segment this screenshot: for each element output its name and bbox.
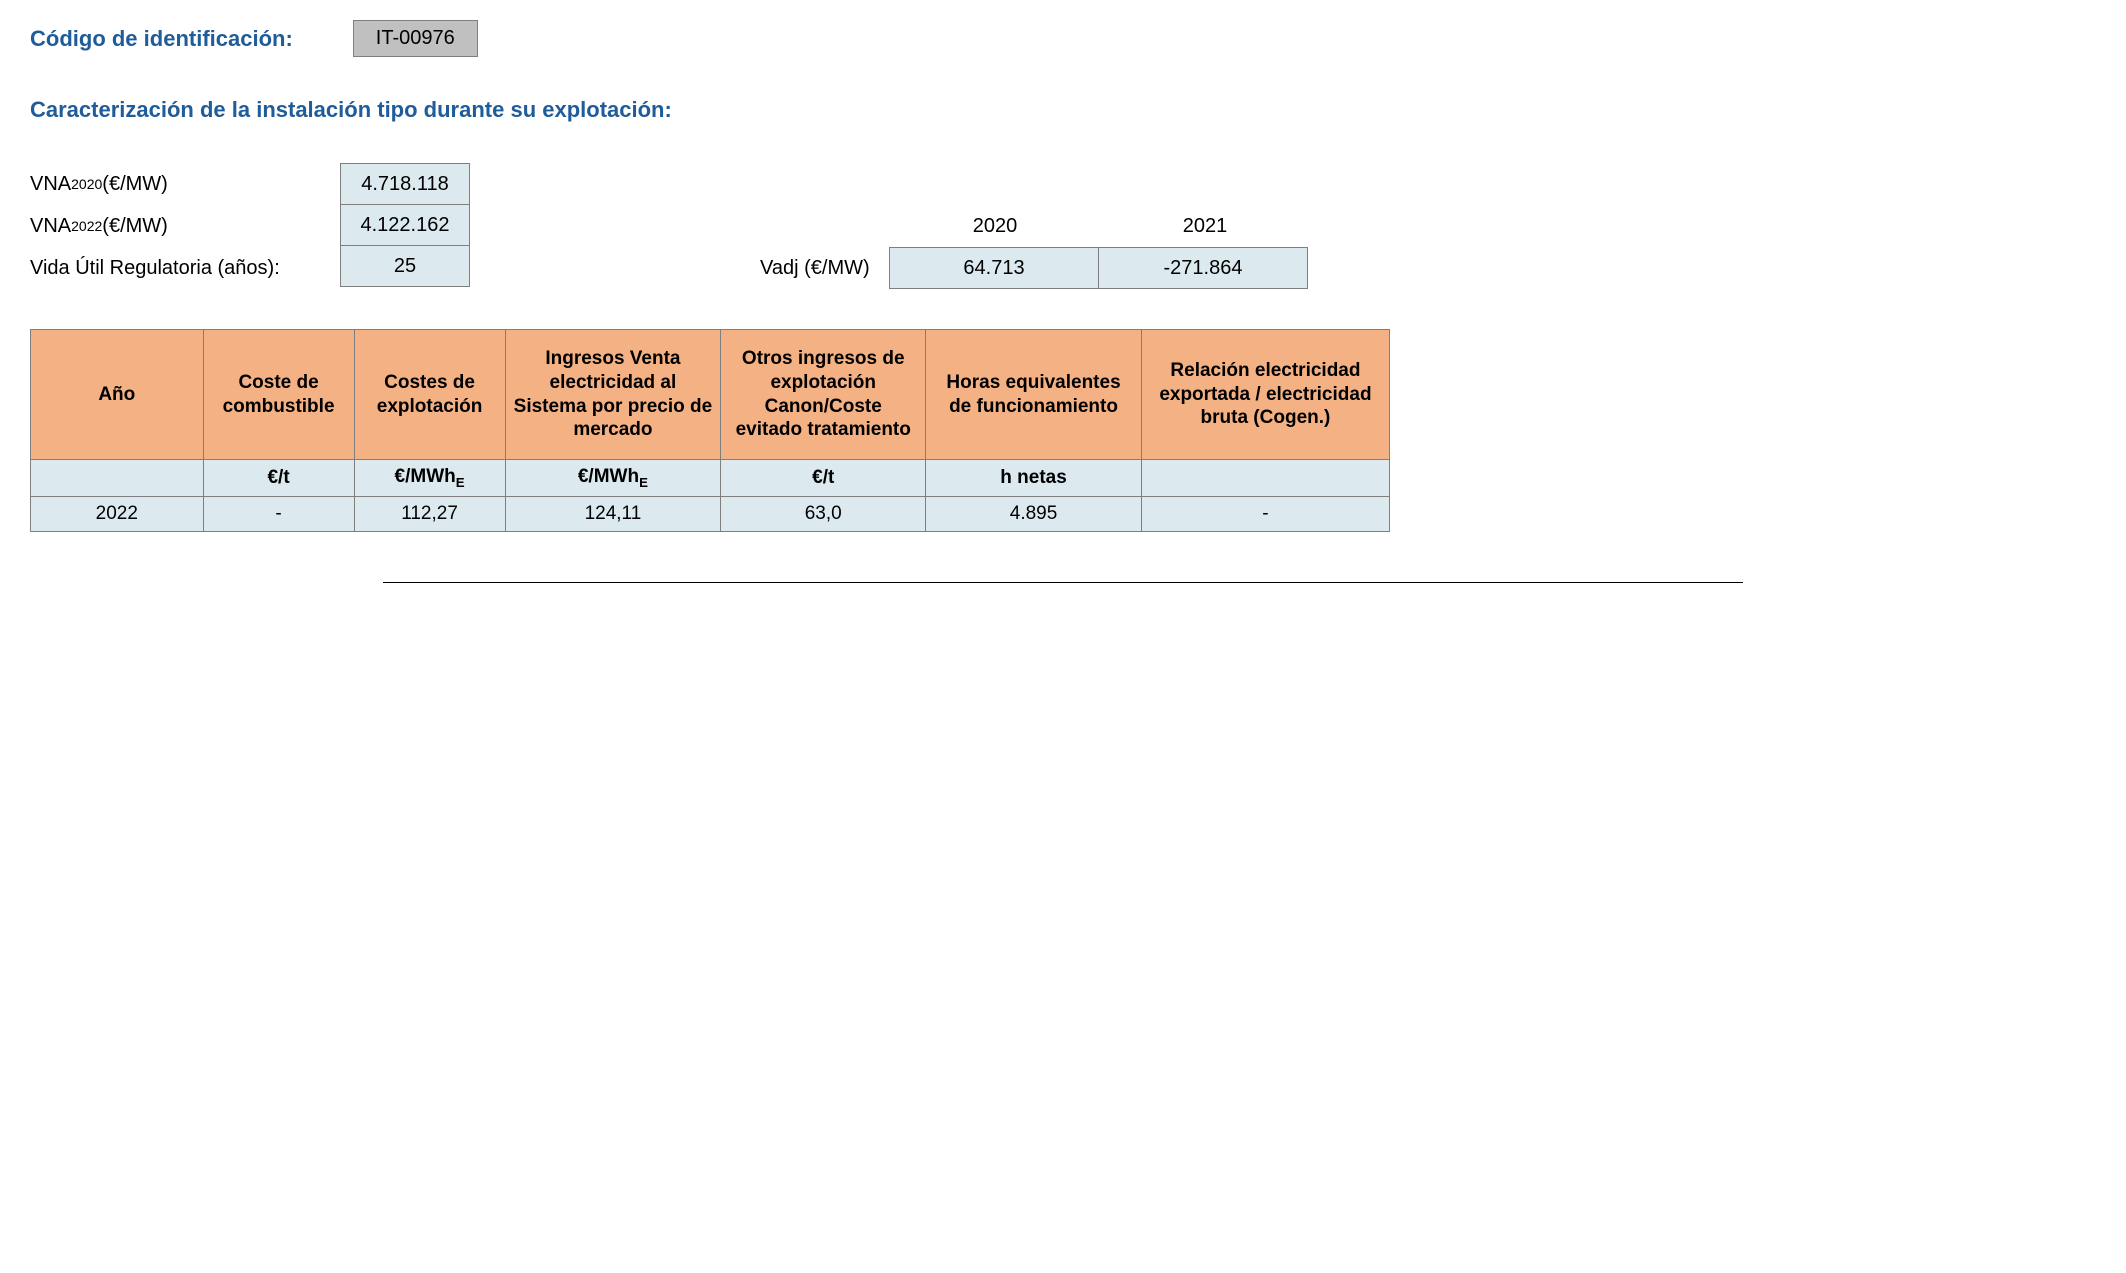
table-units-row: €/t €/MWhE €/MWhE €/t h netas bbox=[31, 460, 1390, 497]
vadj-year-1: 2021 bbox=[1100, 215, 1310, 238]
table-header-row: Año Coste de combustible Costes de explo… bbox=[31, 330, 1390, 460]
vadj-values-row: Vadj (€/MW) 64.713 -271.864 bbox=[760, 247, 1310, 289]
table-row: 2022 - 112,27 124,11 63,0 4.895 - bbox=[31, 496, 1390, 531]
vna2022-label: VNA2022 (€/MW) bbox=[30, 205, 340, 247]
vna-unit: (€/MW) bbox=[102, 215, 168, 238]
vna2022-value: 4.122.162 bbox=[340, 204, 470, 246]
vida-value: 25 bbox=[340, 245, 470, 287]
col-header-relacion: Relación electricidad exportada / electr… bbox=[1141, 330, 1389, 460]
vna-prefix: VNA bbox=[30, 173, 71, 196]
vida-label: Vida Útil Regulatoria (años): bbox=[30, 247, 340, 289]
params-block: VNA2020 (€/MW) VNA2022 (€/MW) Vida Útil … bbox=[30, 163, 2096, 289]
unit-ano bbox=[31, 460, 204, 497]
code-label: Código de identificación: bbox=[30, 26, 293, 52]
code-row: Código de identificación: IT-00976 bbox=[30, 20, 2096, 57]
cell-ano: 2022 bbox=[31, 496, 204, 531]
unit-explotacion: €/MWhE bbox=[354, 460, 505, 497]
unit-ingresos: €/MWhE bbox=[505, 460, 721, 497]
unit-otros: €/t bbox=[721, 460, 926, 497]
vna2022-sub: 2022 bbox=[71, 218, 102, 234]
vadj-value-0: 64.713 bbox=[889, 247, 1099, 289]
vna2020-label: VNA2020 (€/MW) bbox=[30, 163, 340, 205]
vadj-year-0: 2020 bbox=[890, 215, 1100, 238]
col-header-ingresos: Ingresos Venta electricidad al Sistema p… bbox=[505, 330, 721, 460]
cell-horas: 4.895 bbox=[926, 496, 1142, 531]
cell-otros: 63,0 bbox=[721, 496, 926, 531]
code-value-box: IT-00976 bbox=[353, 20, 478, 57]
param-values-column: 4.718.118 4.122.162 25 bbox=[340, 163, 470, 287]
divider bbox=[383, 582, 1743, 583]
section-title: Caracterización de la instalación tipo d… bbox=[30, 97, 2096, 123]
vadj-label: Vadj (€/MW) bbox=[760, 247, 890, 289]
unit-relacion bbox=[1141, 460, 1389, 497]
col-header-horas: Horas equivalentes de funcionamiento bbox=[926, 330, 1142, 460]
col-header-ano: Año bbox=[31, 330, 204, 460]
cell-relacion: - bbox=[1141, 496, 1389, 531]
vadj-value-1: -271.864 bbox=[1098, 247, 1308, 289]
vna2020-sub: 2020 bbox=[71, 176, 102, 192]
col-header-combustible: Coste de combustible bbox=[203, 330, 354, 460]
vna-prefix: VNA bbox=[30, 215, 71, 238]
param-labels-column: VNA2020 (€/MW) VNA2022 (€/MW) Vida Útil … bbox=[30, 163, 340, 289]
main-table: Año Coste de combustible Costes de explo… bbox=[30, 329, 1390, 532]
vadj-block: 2020 2021 Vadj (€/MW) 64.713 -271.864 bbox=[760, 163, 1310, 289]
unit-combustible: €/t bbox=[203, 460, 354, 497]
cell-ingresos: 124,11 bbox=[505, 496, 721, 531]
cell-explotacion: 112,27 bbox=[354, 496, 505, 531]
vna-unit: (€/MW) bbox=[102, 173, 168, 196]
col-header-otros: Otros ingresos de explotación Canon/Cost… bbox=[721, 330, 926, 460]
cell-combustible: - bbox=[203, 496, 354, 531]
vadj-years-row: 2020 2021 bbox=[760, 205, 1310, 247]
vna2020-value: 4.718.118 bbox=[340, 163, 470, 205]
col-header-explotacion: Costes de explotación bbox=[354, 330, 505, 460]
unit-horas: h netas bbox=[926, 460, 1142, 497]
